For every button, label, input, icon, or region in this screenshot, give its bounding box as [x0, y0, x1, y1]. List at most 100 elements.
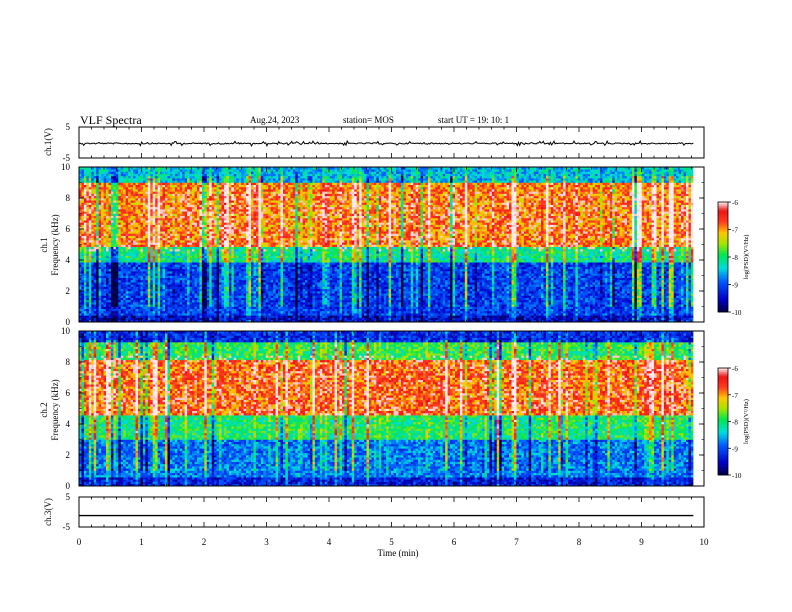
ch1-spectrogram-cell [91, 229, 94, 232]
ch1-spectrogram-cell [123, 278, 126, 281]
ch1-spectrogram-cell [111, 280, 114, 283]
ch1-spectrogram-cell [113, 293, 116, 296]
ch1-spectrogram-cell [81, 307, 84, 310]
ch1-spectrogram-cell [81, 278, 84, 281]
ch1-spectrogram-cell [121, 307, 124, 310]
ch1-spectrogram-cell [123, 229, 126, 232]
ch1-spectrogram-cell [121, 284, 124, 287]
ch1-spectrogram-cell [91, 247, 94, 250]
ch1-spectrogram-cell [108, 289, 111, 292]
ch1-spectrogram-cell [113, 240, 116, 243]
ch1-spectrogram-cell [86, 258, 89, 261]
ch1-spectrogram-cell [94, 218, 97, 221]
ch1-spectrogram-cell [116, 238, 119, 241]
ch1-spectrogram-cell [104, 302, 107, 305]
ch1-spectrogram-cell [116, 273, 119, 276]
ch1-spectrogram-cell [116, 271, 119, 274]
ch1-spectrogram-cell [121, 222, 124, 225]
ch1-spectrogram-cell [91, 282, 94, 285]
ch1-spectrogram-cell [118, 229, 121, 232]
ch1-spectrogram-cell [126, 298, 129, 301]
ch1-spectrogram-cell [126, 220, 129, 223]
ch1-spectrogram-cell [118, 233, 121, 236]
ch1-spectrogram-cell [94, 207, 97, 210]
ch1-spectrogram-cell [104, 278, 107, 281]
ch1-spectrogram-cell [113, 304, 116, 307]
ch1-spectrogram-cell [84, 273, 87, 276]
ch1-spectrogram-cell [123, 273, 126, 276]
ch1-spectrogram-cell [84, 318, 87, 321]
ch1-spectrogram-cell [91, 307, 94, 310]
ch1-spectrogram-cell [89, 271, 92, 274]
ch1-spectrogram-cell [116, 227, 119, 230]
ch1-spectrogram-cell [101, 187, 104, 190]
ch1-spectrogram-cell [111, 240, 114, 243]
ch1-spectrogram-cell [106, 198, 109, 201]
ch1-spectrogram-cell [121, 264, 124, 267]
ch1-spectrogram-cell [116, 220, 119, 223]
ch1-spectrogram-cell [84, 269, 87, 272]
ch1-spectrogram-cell [123, 253, 126, 256]
ch1-spectrogram-cell [108, 271, 111, 274]
ch1-spectrogram-cell [101, 315, 104, 318]
ch1-spectrogram-cell [116, 245, 119, 248]
ch1-spectrogram-cell [123, 304, 126, 307]
ch1-spectrogram-cell [104, 267, 107, 270]
ch1-spectrogram-cell [81, 189, 84, 192]
ch1-spectrogram-cell [96, 260, 99, 263]
ch1-spectrogram-cell [101, 178, 104, 181]
ch1-spectrogram-cell [81, 209, 84, 212]
ch1-spectrogram-cell [81, 171, 84, 174]
ch1-spectrogram-cell [104, 238, 107, 241]
ch1-spectrogram-cell [108, 202, 111, 205]
ch1-spectrogram-cell [113, 194, 116, 197]
ch1-spectrogram-cell [99, 211, 102, 214]
ch1-spectrogram-cell [126, 311, 129, 314]
ch1-spectrogram-cell [104, 251, 107, 254]
ch1-spectrogram-cell [99, 276, 102, 279]
ch1-spectrogram-cell [106, 225, 109, 228]
ch1-spectrogram-cell [126, 304, 129, 307]
ch1-spectrogram-cell [86, 304, 89, 307]
ch1-spectrogram-cell [106, 302, 109, 305]
ch1-spectrogram-cell [91, 300, 94, 303]
ch1-spectrogram-cell [86, 264, 89, 267]
ch1-spectrogram-cell [94, 264, 97, 267]
ch1-spectrogram-cell [126, 233, 129, 236]
ch1-spectrogram-cell [91, 269, 94, 272]
ch1-spectrogram-cell [91, 315, 94, 318]
ch1-spectrogram-cell [96, 253, 99, 256]
ch1-spectrogram-cell [86, 251, 89, 254]
ch1-spectrogram-cell [84, 225, 87, 228]
ch1-spectrogram-cell [94, 291, 97, 294]
ch1-spectrogram-cell [99, 304, 102, 307]
ch1-spectrogram-cell [113, 300, 116, 303]
ch1-spectrogram-cell [89, 231, 92, 234]
ch1-spectrogram-cell [108, 194, 111, 197]
ch1-spectrogram-cell [99, 311, 102, 314]
ch1-spectrogram-cell [101, 174, 104, 177]
ch1-spectrogram-cell [106, 256, 109, 259]
ch1-spectrogram-cell [116, 260, 119, 263]
ch1-spectrogram-cell [106, 200, 109, 203]
ch1-spectrogram-cell [118, 264, 121, 267]
ch1-spectrogram-cell [81, 242, 84, 245]
ch1-spectrogram-cell [113, 218, 116, 221]
ch1-spectrogram-cell [118, 191, 121, 194]
ch1-spectrogram-cell [118, 225, 121, 228]
station-label: station= MOS [343, 115, 394, 125]
ch1-spectrogram-cell [94, 202, 97, 205]
ch1-spectrogram-cell [101, 191, 104, 194]
ch1-spectrogram-cell [126, 276, 129, 279]
ch1-spectrogram-cell [113, 273, 116, 276]
figure-title: VLF Spectra [80, 113, 142, 127]
ch1-spectrogram-cell [101, 211, 104, 214]
ch1-spectrogram-cell [108, 245, 111, 248]
ch1-spectrogram-cell [86, 214, 89, 217]
ch1-spectrogram-cell [111, 196, 114, 199]
ch1-spectrogram-cell [91, 185, 94, 188]
ch1-spectrogram-cell [123, 176, 126, 179]
ch1-spectrogram-cell [118, 196, 121, 199]
ch1-spectrogram-cell [84, 169, 87, 172]
ch1-spectrogram-cell [99, 171, 102, 174]
